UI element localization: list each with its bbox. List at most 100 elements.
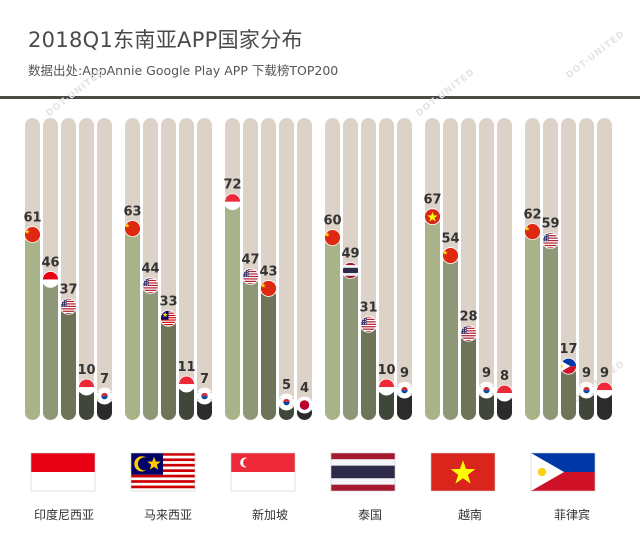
value-label: 28 [459, 309, 477, 324]
korea-flag-icon [578, 382, 595, 399]
value-label: 7 [100, 372, 109, 387]
bar-vietnam-usa [461, 333, 476, 420]
bar-singapore-usa [243, 276, 258, 420]
bar-indonesia-indonesia [43, 279, 58, 420]
bar-philippines-china [525, 231, 540, 420]
usa-flag-icon [360, 316, 377, 333]
value-label: 11 [177, 360, 195, 375]
value-label: 37 [59, 282, 77, 297]
china-flag-icon [324, 229, 341, 246]
china-flag-icon [24, 226, 41, 243]
chart-title: 2018Q1东南亚APP国家分布 [28, 28, 303, 52]
singapore-flag-icon [596, 382, 613, 399]
value-label: 49 [341, 246, 359, 261]
vietnam-flag-icon [424, 208, 441, 225]
usa-flag-icon [142, 277, 159, 294]
bar-malaysia-singapore [179, 384, 194, 420]
bar-track [397, 118, 412, 420]
value-label: 59 [541, 217, 559, 232]
value-label: 72 [223, 178, 241, 193]
bar-indonesia-singapore [79, 387, 94, 420]
bar-singapore-china [261, 288, 276, 420]
value-label: 9 [400, 366, 409, 381]
value-label: 17 [559, 342, 577, 357]
value-label: 60 [323, 214, 341, 229]
bar-thailand-singapore [379, 387, 394, 420]
value-label: 31 [359, 300, 377, 315]
bar-vietnam-vietnam [425, 216, 440, 420]
china-flag-icon [260, 280, 277, 297]
china-flag-icon [124, 220, 141, 237]
malaysia-flag-icon [160, 310, 177, 327]
bar-malaysia-usa [143, 285, 158, 420]
value-label: 67 [423, 193, 441, 208]
usa-flag-icon [542, 232, 559, 249]
bar-indonesia-china [25, 234, 40, 420]
value-label: 8 [500, 369, 509, 384]
philippines-flag-icon [531, 453, 595, 491]
bar-thailand-china [325, 237, 340, 420]
header-rule [0, 96, 640, 99]
bar-track [279, 118, 294, 420]
value-label: 9 [582, 366, 591, 381]
thailand-flag-icon [342, 262, 359, 279]
singapore-flag-icon [78, 379, 95, 396]
bar-track [561, 118, 576, 420]
value-label: 4 [300, 381, 309, 396]
bar-vietnam-china [443, 255, 458, 420]
bar-thailand-thailand [343, 270, 358, 420]
philippines-flag-icon [560, 358, 577, 375]
indonesia-flag-icon [31, 453, 95, 491]
korea-flag-icon [96, 388, 113, 405]
bar-track [197, 118, 212, 420]
singapore-flag-icon [231, 453, 295, 491]
group-label-thailand: 泰国 [357, 508, 382, 522]
bar-singapore-singapore [225, 201, 240, 420]
usa-flag-icon [60, 298, 77, 315]
bar-track [379, 118, 394, 420]
value-label: 63 [123, 205, 141, 220]
value-label: 5 [282, 378, 291, 393]
china-flag-icon [524, 223, 541, 240]
malaysia-flag-icon [131, 453, 195, 492]
bar-track [179, 118, 194, 420]
thailand-flag-icon [331, 453, 395, 491]
value-label: 7 [200, 372, 209, 387]
group-label-malaysia: 马来西亚 [143, 508, 192, 522]
bar-thailand-usa [361, 324, 376, 420]
value-label: 61 [23, 211, 41, 226]
bar-track [497, 118, 512, 420]
value-label: 43 [259, 264, 277, 279]
indonesia-flag-icon [42, 271, 59, 288]
bar-track [97, 118, 112, 420]
bar-track [297, 118, 312, 420]
value-label: 46 [41, 255, 59, 270]
usa-flag-icon [242, 268, 259, 285]
group-label-philippines: 菲律宾 [553, 508, 590, 522]
china-flag-icon [442, 247, 459, 264]
japan-flag-icon [296, 397, 313, 414]
vietnam-flag-icon [431, 453, 495, 491]
value-label: 47 [241, 252, 259, 267]
value-label: 33 [159, 294, 177, 309]
korea-flag-icon [478, 382, 495, 399]
value-label: 10 [377, 363, 395, 378]
value-label: 9 [600, 366, 609, 381]
bar-malaysia-china [125, 228, 140, 420]
bar-malaysia-malaysia [161, 318, 176, 420]
bar-track [79, 118, 94, 420]
value-label: 10 [77, 363, 95, 378]
group-label-vietnam: 越南 [457, 508, 482, 522]
group-label-indonesia: 印度尼西亚 [33, 508, 94, 522]
value-label: 9 [482, 366, 491, 381]
bar-track [579, 118, 594, 420]
bar-track [479, 118, 494, 420]
bar-indonesia-usa [61, 306, 76, 420]
usa-flag-icon [460, 325, 477, 342]
bar-track [597, 118, 612, 420]
korea-flag-icon [196, 388, 213, 405]
chart-subtitle: 数据出处:AppAnnie Google Play APP 下载榜TOP200 [28, 63, 339, 78]
bar-philippines-philippines [561, 366, 576, 420]
value-label: 62 [523, 208, 541, 223]
